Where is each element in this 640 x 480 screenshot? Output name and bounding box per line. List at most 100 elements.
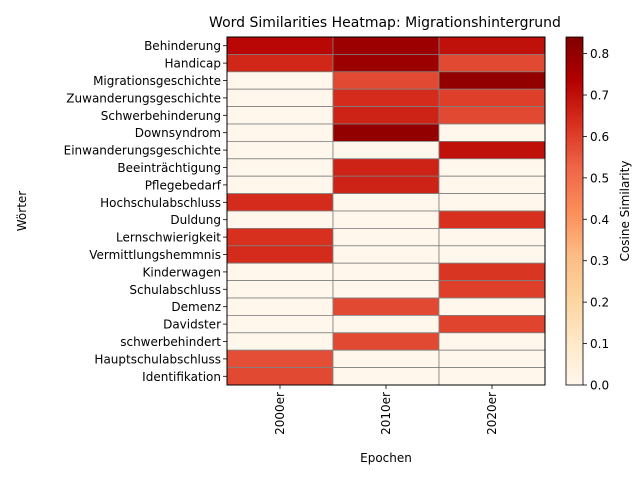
colorbar-tick-label: 0.6 [590,130,609,144]
heatmap-cell [332,245,440,264]
heatmap-cell [438,332,546,351]
y-tick-labels: Behinderung Handicap Migrationsgeschichte Z… [64,39,227,384]
y-axis-label: Wörter [15,191,29,232]
heatmap-cell [226,210,334,229]
heatmap-cell [438,245,546,264]
y-tick-label: Hochschulabschluss [100,196,221,210]
y-tick-label: Schwerbehinderung [101,109,221,123]
y-tick-label: Davidster [163,318,221,332]
heatmap-cell [332,140,440,160]
heatmap-cell [438,262,546,282]
heatmap-cell [332,314,440,334]
heatmap-cell [226,262,334,282]
heatmap-cell [332,106,440,125]
colorbar-ticks: 0.0 0.1 0.2 0.3 0.4 0.5 0.6 0.7 0.8 [583,47,609,393]
heatmap-cell [226,332,334,351]
heatmap-cell [332,88,440,107]
heatmap-cell [438,210,546,229]
heatmap-cell [332,349,440,369]
x-tick-labels: 2000er 2010er 2020er [273,385,499,435]
y-tick-label: Duldung [170,213,221,227]
heatmap-cell [332,36,440,55]
y-tick-label: Einwanderungsgeschichte [64,144,221,158]
heatmap-cell [226,193,334,212]
heatmap-cell [332,332,440,351]
heatmap-cell [332,71,440,90]
colorbar-tick-label: 0.0 [590,379,609,393]
heatmap-cell [438,193,546,212]
y-tick-label: Identifikation [142,370,221,384]
heatmap-cell [226,158,334,177]
x-tick-label: 2010er [379,392,393,435]
heatmap-cell [438,280,546,299]
heatmap-cell [438,36,546,55]
heatmap-cell [226,349,334,369]
y-tick-label: Downsyndrom [135,126,221,140]
heatmap-cell [332,227,440,247]
heatmap-cell [332,367,440,386]
y-tick-label: Handicap [164,57,221,71]
heatmap-cell [438,71,546,90]
heatmap-cell [226,88,334,107]
heatmap-cell [438,297,546,316]
colorbar-tick-label: 0.2 [590,296,609,310]
heatmap-cell [226,314,334,334]
y-tick-label: Pflegebedarf [145,178,222,192]
heatmap-cell [438,314,546,334]
heatmap-cell [438,54,546,73]
colorbar-tick-label: 0.1 [590,337,609,351]
heatmap-cell [332,54,440,73]
colorbar [565,36,584,386]
heatmap-cell [332,280,440,299]
x-tick-label: 2020er [485,392,499,435]
y-tick-label: Beeinträchtigung [117,161,221,175]
colorbar-label: Cosine Similarity [618,161,632,262]
heatmap-cell [332,210,440,229]
y-tick-label: Behinderung [144,39,221,53]
heatmap-cell [438,367,546,386]
heatmap-cell [226,36,334,55]
heatmap-cell [332,175,440,194]
y-tick-label: Lernschwierigkeit [116,231,221,245]
heatmap-cell [438,140,546,160]
y-tick-label: Demenz [171,300,221,314]
heatmap-cell [438,227,546,247]
heatmap-cell [438,88,546,107]
y-tick-label: Kinderwagen [142,265,221,279]
colorbar-tick-label: 0.5 [590,171,609,185]
heatmap-cell [226,54,334,73]
heatmap-cell [332,123,440,142]
heatmap-cell [332,193,440,212]
x-tick-label: 2000er [273,392,287,435]
chart-title: Word Similarities Heatmap: Migrationshin… [209,15,561,31]
y-tick-label: Hauptschulabschluss [94,352,221,366]
x-axis-label: Epochen [360,451,412,465]
heatmap-cell [226,140,334,160]
heatmap-cells [226,36,546,386]
y-tick-label: Vermittlungshemmnis [89,248,221,262]
heatmap-cell [226,71,334,90]
heatmap-cell [226,175,334,194]
y-tick-label: Schulabschluss [129,283,221,297]
heatmap-cell [438,175,546,194]
heatmap-cell [226,106,334,125]
heatmap-cell [332,297,440,316]
heatmap-cell [332,158,440,177]
y-tick-label: schwerbehindert [120,335,221,349]
colorbar-tick-label: 0.4 [590,213,609,227]
heatmap-cell [226,280,334,299]
heatmap-cell [226,227,334,247]
heatmap-cell [438,158,546,177]
colorbar-tick-label: 0.3 [590,254,609,268]
heatmap-cell [226,245,334,264]
heatmap-cell [438,349,546,369]
heatmap-cell [226,297,334,316]
y-tick-label: Migrationsgeschichte [93,74,221,88]
heatmap-cell [438,106,546,125]
heatmap-cell [226,367,334,386]
heatmap-cell [438,123,546,142]
colorbar-tick-label: 0.8 [590,47,609,61]
colorbar-tick-label: 0.7 [590,89,609,103]
y-tick-label: Zuwanderungsgeschichte [66,91,221,105]
